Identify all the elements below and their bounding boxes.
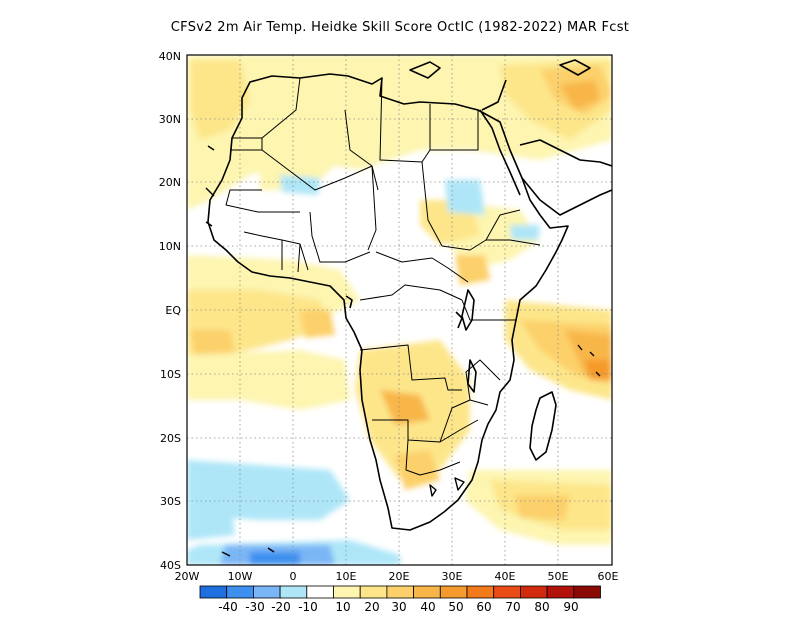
- colorbar-label: 60: [476, 600, 491, 614]
- lon-tick-label: 40E: [495, 570, 516, 583]
- colorbar-box: [413, 585, 441, 599]
- colorbar-label: -20: [271, 600, 291, 614]
- lat-tick-label: 10S: [160, 368, 181, 381]
- lat-tick-label: 30S: [160, 495, 181, 508]
- colorbar-box: [520, 585, 548, 599]
- colorbar-label: 90: [563, 600, 578, 614]
- colorbar-box: [252, 585, 281, 599]
- map-frame: [186, 54, 613, 566]
- colorbar-box: [279, 585, 308, 599]
- colorbar-label: 50: [448, 600, 463, 614]
- colorbar-label: 20: [364, 600, 379, 614]
- colorbar: -40 -30 -20 -10 10 20 30 40 50 60 70 80 …: [199, 585, 601, 614]
- colorbar-box: [573, 585, 601, 599]
- lat-tick-label: 30N: [159, 113, 181, 126]
- colorbar-box: [386, 585, 414, 599]
- colorbar-box: [466, 585, 495, 599]
- lon-tick-label: 20W: [175, 570, 200, 583]
- lon-tick-label: 50E: [548, 570, 569, 583]
- lon-tick-label: 10E: [336, 570, 357, 583]
- colorbar-label: 80: [534, 600, 549, 614]
- lon-tick-label: 60E: [598, 570, 619, 583]
- colorbar-label: 70: [505, 600, 520, 614]
- colorbar-boxes: [199, 585, 601, 599]
- colorbar-box: [493, 585, 521, 599]
- lon-tick-label: 30E: [442, 570, 463, 583]
- lat-tick-label: 40S: [160, 559, 181, 572]
- lon-tick-label: 0: [290, 570, 297, 583]
- colorbar-box: [546, 585, 575, 599]
- colorbar-label: 40: [420, 600, 435, 614]
- lat-tick-label: 20N: [159, 176, 181, 189]
- axis-labels: 40N 30N 20N 10N EQ 10S 20S 30S 40S 20W 1…: [159, 50, 619, 583]
- colorbar-label: 10: [335, 600, 350, 614]
- lat-tick-label: EQ: [165, 304, 181, 317]
- colorbar-box: [226, 585, 254, 599]
- colorbar-box: [199, 585, 228, 599]
- lon-tick-label: 20E: [389, 570, 410, 583]
- colorbar-box: [306, 585, 334, 599]
- colorbar-label: -10: [298, 600, 318, 614]
- colorbar-box: [439, 585, 468, 599]
- colorbar-box: [333, 585, 361, 599]
- chart-title: CFSv2 2m Air Temp. Heidke Skill Score Oc…: [170, 20, 630, 35]
- colorbar-box: [359, 585, 388, 599]
- lat-tick-label: 40N: [159, 50, 181, 63]
- lat-tick-label: 20S: [160, 432, 181, 445]
- colorbar-label: -30: [245, 600, 265, 614]
- grid-layer: [187, 55, 612, 565]
- coastline-layer: [205, 59, 612, 557]
- colorbar-label: 30: [391, 600, 406, 614]
- lat-tick-label: 10N: [159, 240, 181, 253]
- lon-tick-label: 10W: [228, 570, 253, 583]
- colorbar-label: -40: [218, 600, 238, 614]
